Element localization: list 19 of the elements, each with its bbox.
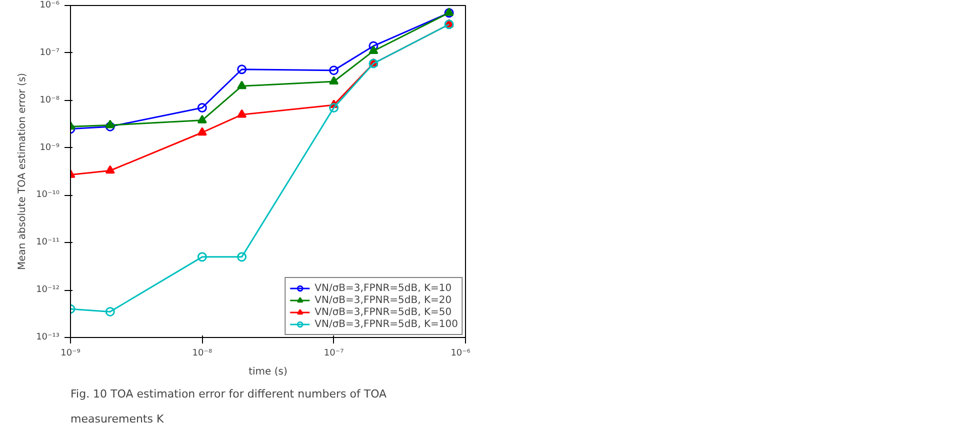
x-tick-label: 10⁻⁶ bbox=[450, 348, 471, 358]
y-tick-label: 10⁻⁹ bbox=[40, 142, 60, 153]
y-tick-label: 10⁻¹² bbox=[36, 285, 60, 296]
legend-label: VN/σB=3,FPNR=5dB, K=50 bbox=[314, 306, 452, 318]
x-tick-label: 10⁻⁹ bbox=[60, 348, 81, 358]
y-tick-label: 10⁻⁸ bbox=[40, 95, 60, 106]
x-tick-label: 10⁻⁸ bbox=[192, 348, 212, 358]
legend-label: VN/σB=3,FPNR=5dB, K=10 bbox=[314, 282, 452, 294]
x-axis-title: time (s) bbox=[248, 366, 288, 378]
y-tick-label: 10⁻¹¹ bbox=[36, 238, 60, 248]
caption: Fig. 10 TOA estimation error for different numbers of TOA measurements K bbox=[70, 388, 388, 426]
legend-label: VN/σB=3,FPNR=5dB, K=100 bbox=[314, 318, 458, 330]
y-tick-label: 10⁻⁷ bbox=[40, 48, 60, 58]
y-axis-title: Mean absolute TOA estimation error (s) bbox=[17, 72, 28, 270]
y-tick-label: 10⁻¹³ bbox=[36, 332, 60, 342]
x-tick-label: 10⁻⁷ bbox=[324, 348, 344, 358]
y-tick-label: 10⁻¹⁰ bbox=[36, 190, 60, 200]
y-tick-label: 10⁻⁶ bbox=[40, 0, 60, 10]
legend-label: VN/σB=3,FPNR=5dB, K=20 bbox=[314, 294, 452, 306]
